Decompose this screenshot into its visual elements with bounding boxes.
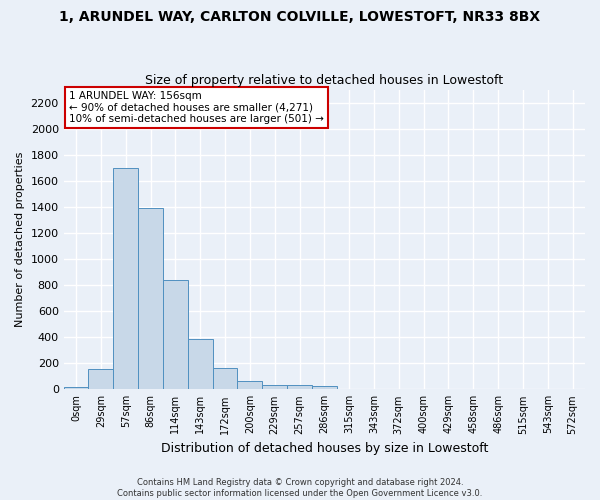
Bar xyxy=(212,368,238,390)
Bar xyxy=(312,386,337,390)
Bar xyxy=(113,168,138,390)
Text: Contains HM Land Registry data © Crown copyright and database right 2024.
Contai: Contains HM Land Registry data © Crown c… xyxy=(118,478,482,498)
Title: Size of property relative to detached houses in Lowestoft: Size of property relative to detached ho… xyxy=(145,74,503,87)
Text: 1 ARUNDEL WAY: 156sqm
← 90% of detached houses are smaller (4,271)
10% of semi-d: 1 ARUNDEL WAY: 156sqm ← 90% of detached … xyxy=(69,91,324,124)
Bar xyxy=(188,339,212,390)
Bar xyxy=(138,208,163,390)
Y-axis label: Number of detached properties: Number of detached properties xyxy=(15,152,25,327)
Bar xyxy=(262,384,287,390)
X-axis label: Distribution of detached houses by size in Lowestoft: Distribution of detached houses by size … xyxy=(161,442,488,455)
Text: 1, ARUNDEL WAY, CARLTON COLVILLE, LOWESTOFT, NR33 8BX: 1, ARUNDEL WAY, CARLTON COLVILLE, LOWEST… xyxy=(59,10,541,24)
Bar xyxy=(163,280,188,390)
Bar xyxy=(287,386,312,390)
Bar xyxy=(64,388,88,390)
Bar xyxy=(88,369,113,390)
Bar xyxy=(238,381,262,390)
